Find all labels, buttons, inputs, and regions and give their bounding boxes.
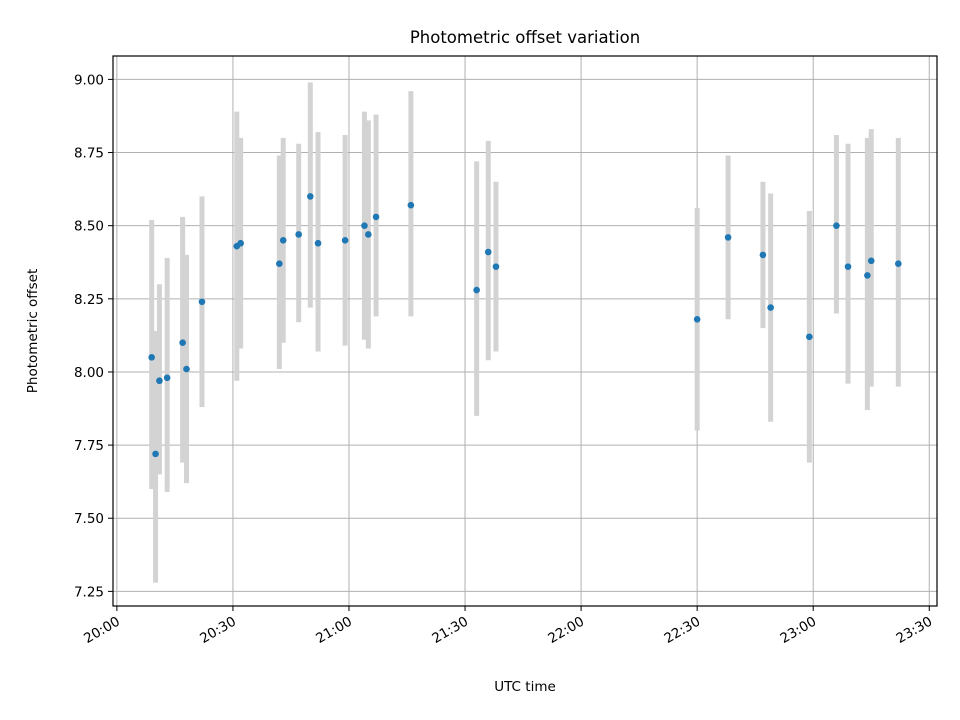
plot-frame <box>112 55 938 607</box>
y-tick-label: 8.25 <box>74 292 104 308</box>
data-point <box>492 263 500 270</box>
data-point <box>279 237 287 244</box>
data-point <box>767 304 774 311</box>
data-point <box>237 239 244 247</box>
y-tick-label: 8.75 <box>74 146 104 162</box>
data-point <box>473 286 480 294</box>
data-point <box>183 365 190 373</box>
data-point <box>179 339 186 347</box>
data-point <box>759 251 767 259</box>
data-point <box>693 315 701 323</box>
data-point <box>867 257 875 265</box>
data-point <box>148 354 155 361</box>
y-tick-label: 8.00 <box>74 365 104 381</box>
data-point <box>156 377 163 385</box>
data-point <box>844 263 852 270</box>
data-point <box>864 272 871 279</box>
data-point <box>806 333 813 341</box>
y-axis-label: Photometric offset <box>25 269 41 393</box>
data-point <box>372 213 380 221</box>
data-point <box>341 237 349 244</box>
data-points <box>148 193 902 458</box>
y-tick-label: 8.50 <box>74 219 104 235</box>
data-point <box>163 374 171 382</box>
data-point <box>276 260 283 268</box>
y-axis-ticks: 7.25 7.50 7.75 8.00 8.25 8.50 8.75 9.00 <box>74 72 113 600</box>
y-tick-label: 7.25 <box>74 584 104 600</box>
data-point <box>365 231 372 238</box>
y-tick-label: 9.00 <box>74 72 104 88</box>
data-point <box>407 201 415 209</box>
data-point <box>833 222 840 229</box>
y-tick-label: 7.50 <box>74 511 104 527</box>
data-point <box>895 260 902 268</box>
data-point <box>724 234 732 241</box>
y-tick-label: 7.75 <box>74 438 104 454</box>
data-point <box>361 222 368 229</box>
data-point <box>198 298 206 306</box>
data-point <box>152 450 159 458</box>
chart-title: Photometric offset variation <box>410 28 640 47</box>
data-point <box>484 248 492 256</box>
data-point <box>295 231 302 238</box>
x-axis-label: UTC time <box>494 679 556 695</box>
data-point <box>306 193 314 200</box>
data-point <box>314 239 322 247</box>
